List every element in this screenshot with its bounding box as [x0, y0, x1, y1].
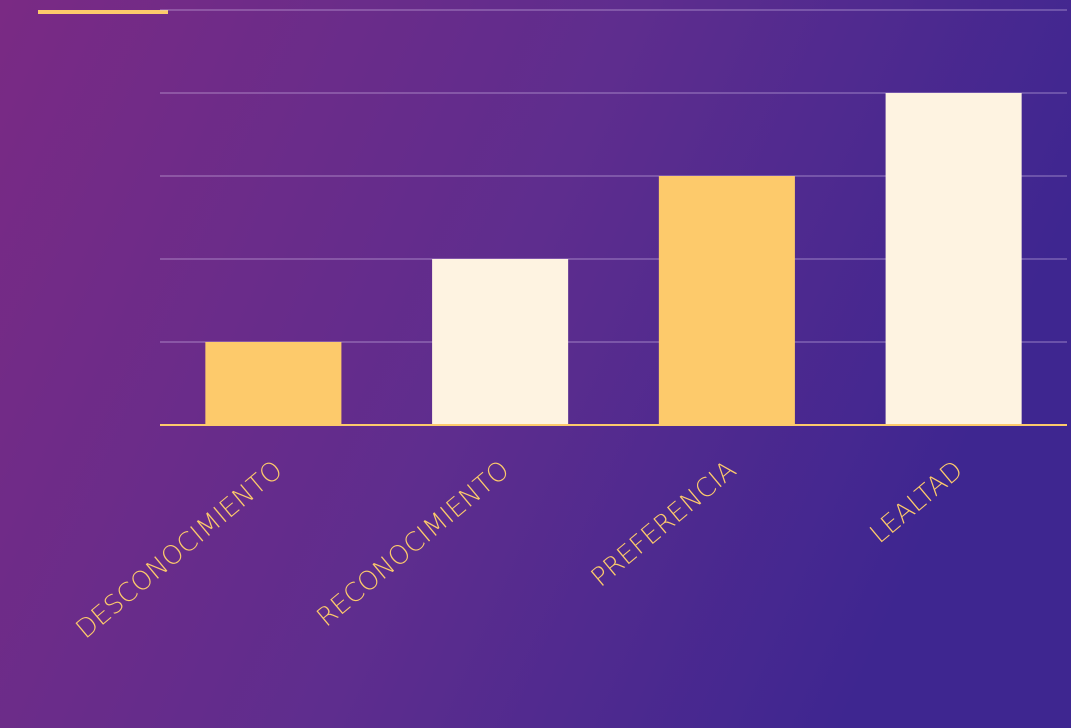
bar [432, 259, 569, 425]
bar [885, 93, 1022, 425]
accent-bar [38, 10, 168, 14]
bar [205, 342, 342, 425]
bar [658, 176, 795, 425]
